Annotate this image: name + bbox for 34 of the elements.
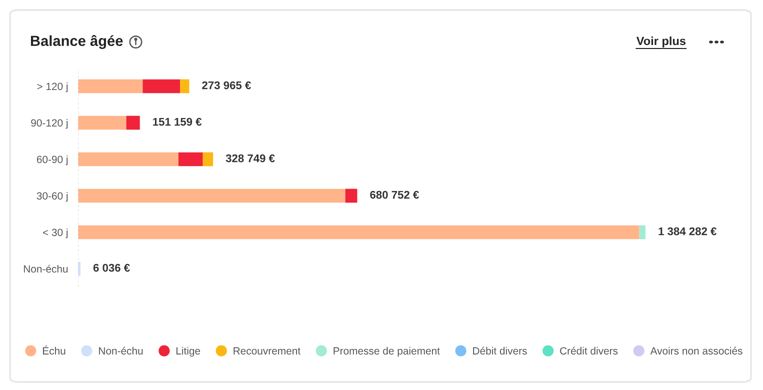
y-tick-label: 30-60 j (36, 192, 68, 202)
annotation: 328 749 € (226, 154, 275, 162)
y-tick-label: Non-échu (24, 264, 68, 273)
bar (78, 116, 126, 130)
bar (78, 188, 346, 203)
legend-label: Avoirs non associés (650, 346, 742, 355)
bar (178, 152, 203, 166)
bar (78, 79, 143, 94)
chart-title: Balance âgée (30, 35, 123, 49)
y-tick-label: 90-120 j (31, 118, 68, 129)
annotation: 680 752 € (370, 190, 419, 199)
annotation: 6 036 € (93, 264, 130, 272)
bar (180, 79, 190, 94)
annotation: 273 965 € (202, 81, 251, 90)
annotation: 1 384 282 € (658, 227, 717, 236)
text: Voir plus (636, 36, 686, 48)
legend-label: Débit divers (473, 346, 527, 355)
bar (126, 116, 140, 130)
bar (78, 152, 178, 166)
bar (639, 225, 646, 240)
bar (142, 79, 180, 94)
annotation: 151 159 € (153, 118, 202, 126)
legend-label: Litige (176, 346, 200, 357)
bar (345, 188, 358, 203)
legend-label: Non-échu (99, 346, 143, 355)
bar (78, 225, 640, 240)
bar (202, 152, 214, 166)
legend-label: Recouvrement (234, 347, 300, 355)
y-tick-label: > 120 j (37, 82, 68, 92)
y-tick-label: < 30 j (43, 228, 68, 238)
legend-label: Crédit divers (560, 346, 618, 355)
legend-label: Échu (42, 345, 66, 355)
y-tick-label: 60-90 j (36, 155, 68, 166)
legend-label: Promesse de paiement (334, 346, 440, 357)
